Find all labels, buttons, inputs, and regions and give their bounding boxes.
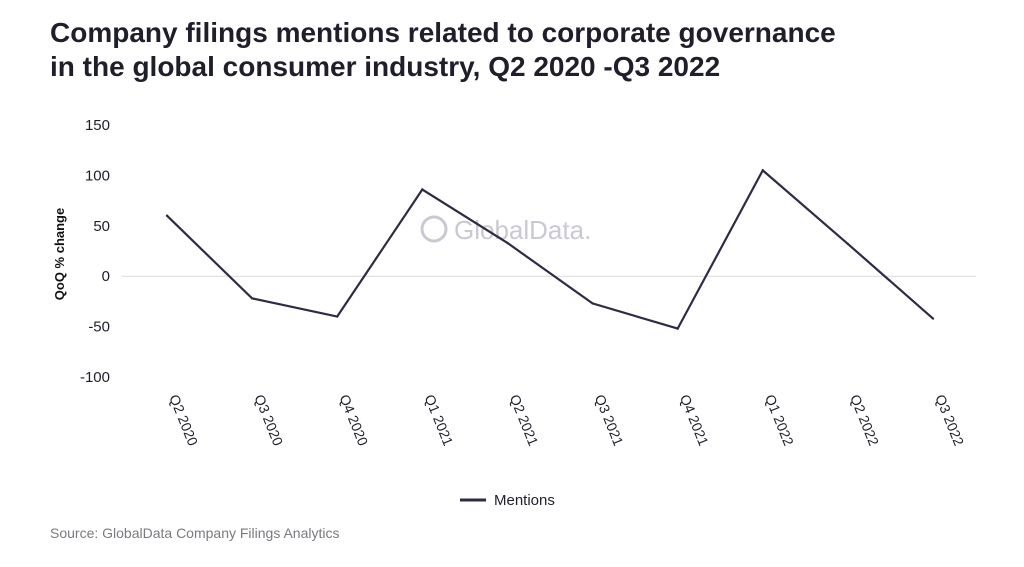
- data-point: [421, 188, 424, 191]
- x-tick-label: Q2 2022: [847, 392, 882, 448]
- x-tick-label: Q4 2020: [336, 392, 371, 448]
- x-tick-label: Q1 2022: [762, 392, 797, 448]
- series-line-mentions: [166, 168, 934, 330]
- y-axis: 150 100 50 0 -50 -100: [80, 117, 110, 386]
- y-axis-label: QoQ % change: [52, 208, 67, 300]
- watermark-text: GlobalData.: [454, 215, 591, 245]
- data-point: [336, 315, 339, 318]
- y-tick-label: 150: [85, 117, 110, 134]
- x-tick-label: Q3 2020: [251, 392, 286, 448]
- chart-title-line-1: Company filings mentions related to corp…: [50, 17, 836, 48]
- data-point: [591, 302, 594, 305]
- data-point: [931, 317, 935, 320]
- globaldata-watermark: GlobalData.: [420, 215, 591, 245]
- x-tick-label: Q4 2021: [677, 392, 712, 448]
- data-point: [846, 242, 850, 246]
- x-tick-label: Q2 2021: [507, 392, 542, 448]
- x-tick-label: Q3 2022: [932, 392, 967, 448]
- x-tick-label: Q3 2021: [592, 392, 627, 448]
- chart-title: Company filings mentions related to corp…: [50, 16, 950, 84]
- y-tick-label: -50: [88, 319, 110, 336]
- data-point: [250, 297, 254, 300]
- x-axis: Q2 2020 Q3 2020 Q4 2020 Q1 2021 Q2 2021 Q3 20…: [166, 392, 967, 448]
- y-tick-label: -100: [80, 369, 110, 386]
- data-point: [165, 214, 169, 217]
- watermark-logo-icon: [420, 215, 448, 243]
- x-tick-label: Q1 2021: [422, 392, 457, 448]
- y-tick-label: 50: [93, 218, 110, 235]
- data-point: [676, 327, 679, 330]
- data-point: [761, 169, 764, 172]
- x-tick-label: Q2 2020: [166, 392, 201, 448]
- y-tick-label: 0: [102, 268, 110, 285]
- chart-title-line-2: in the global consumer industry, Q2 2020…: [50, 51, 721, 82]
- series-layer: [165, 168, 935, 330]
- legend: Mentions: [460, 492, 555, 509]
- legend-label-mentions: Mentions: [494, 492, 555, 509]
- y-tick-label: 100: [85, 167, 110, 184]
- data-point: [506, 241, 509, 245]
- source-note: Source: GlobalData Company Filings Analy…: [50, 525, 340, 541]
